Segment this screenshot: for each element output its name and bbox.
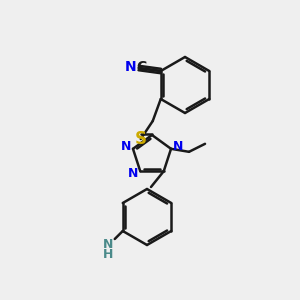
Text: N: N (125, 60, 136, 74)
Text: N: N (121, 140, 131, 153)
Text: H: H (103, 248, 113, 262)
Text: N: N (173, 140, 183, 153)
Text: C: C (136, 60, 147, 74)
Text: S: S (135, 130, 147, 148)
Text: N: N (128, 167, 138, 180)
Text: N: N (103, 238, 113, 251)
